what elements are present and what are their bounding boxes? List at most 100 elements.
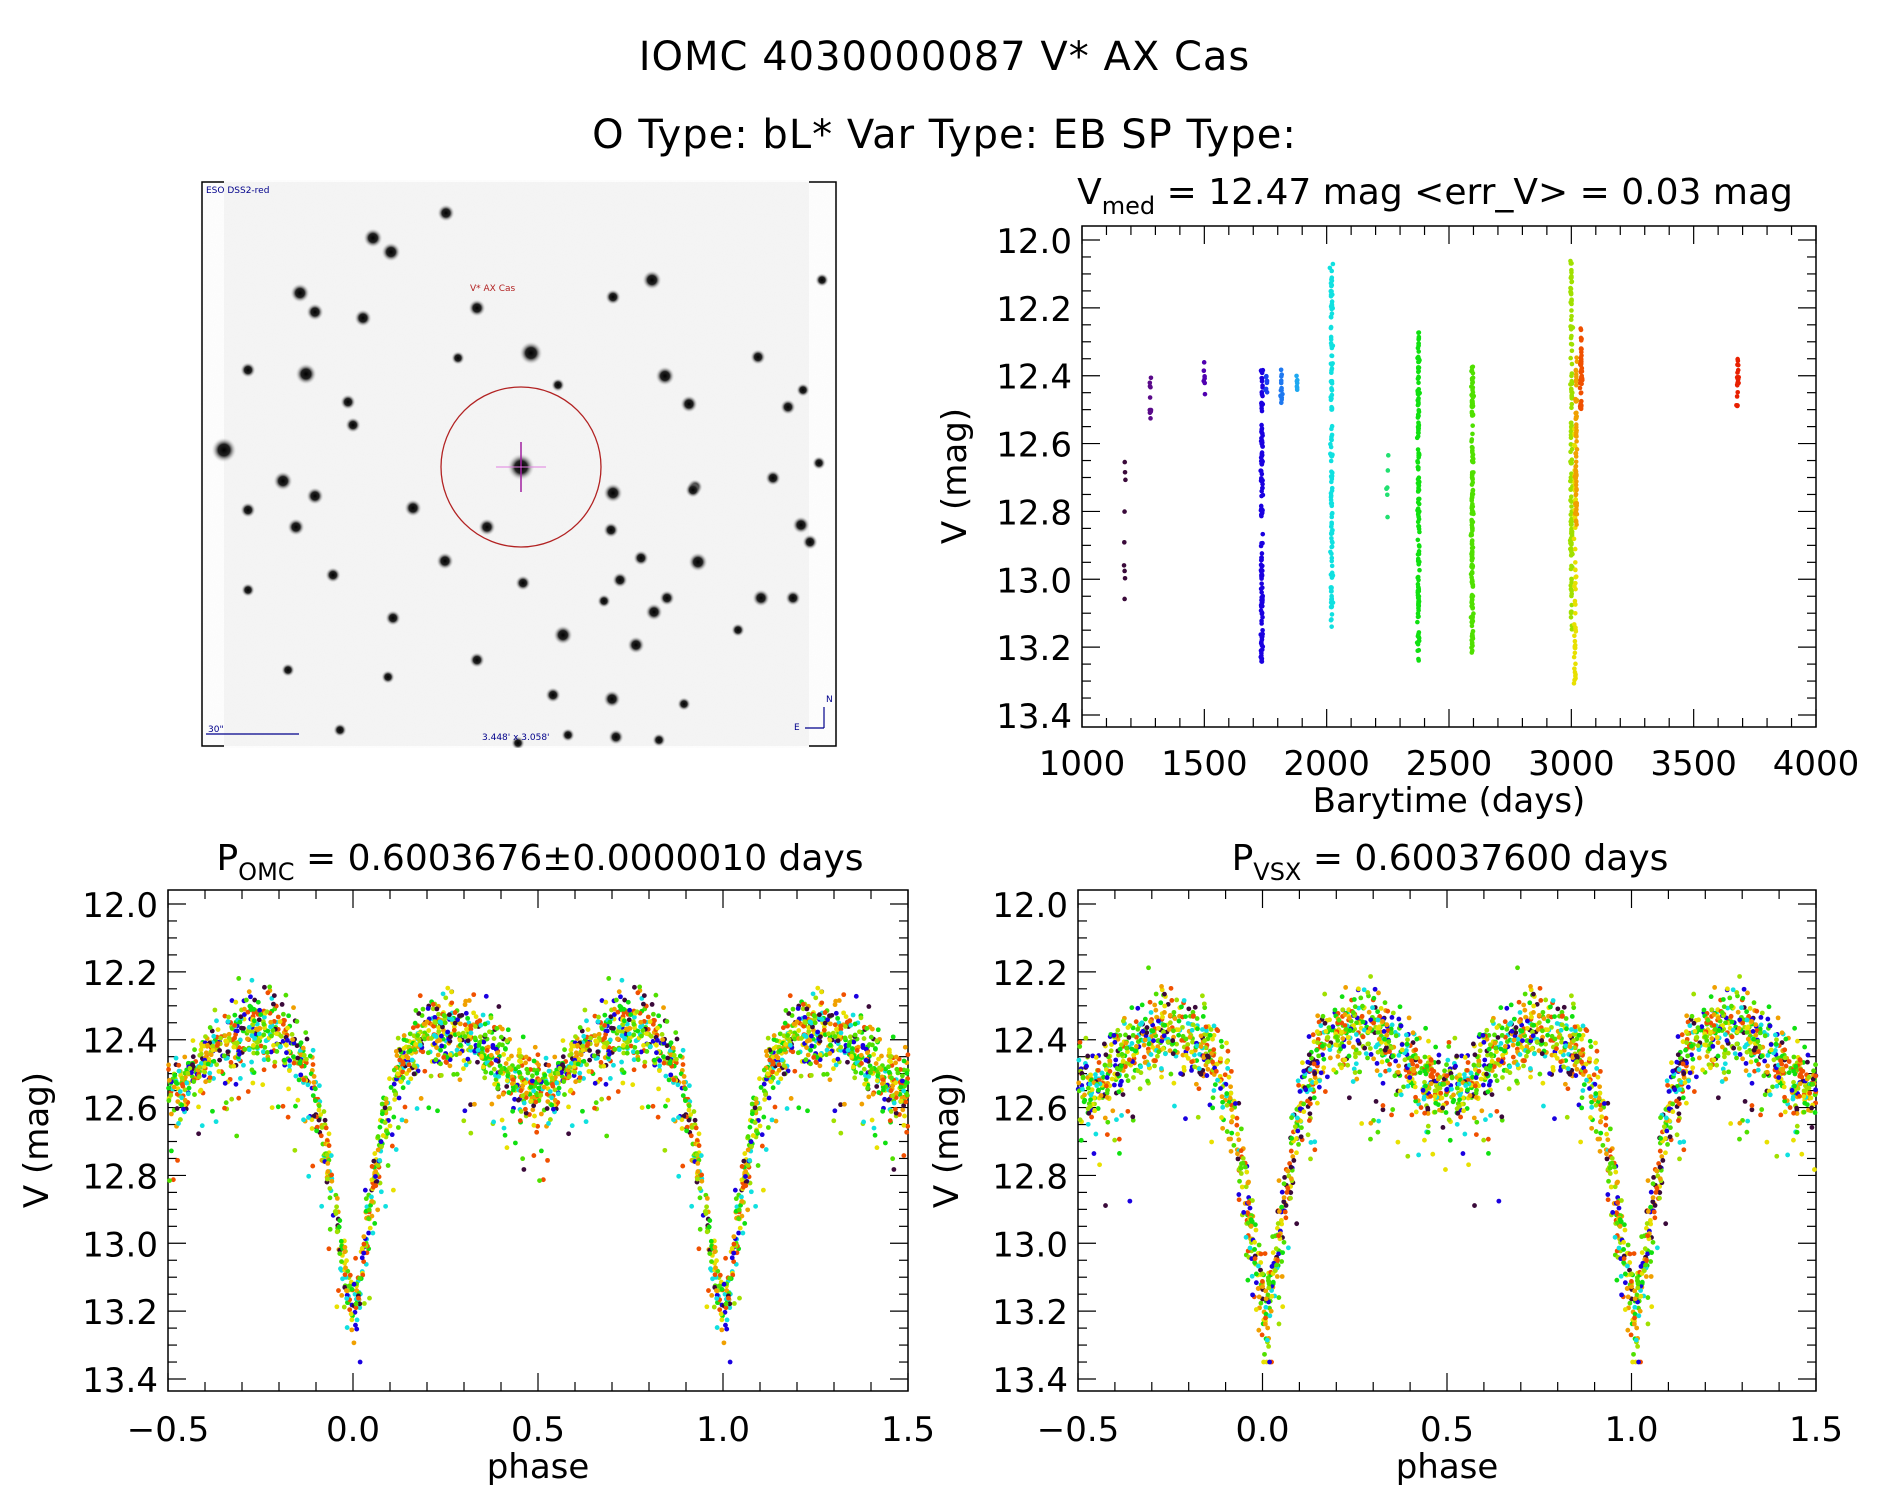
- data-point: [865, 1085, 871, 1091]
- data-point: [383, 1128, 389, 1134]
- data-point: [898, 1067, 903, 1072]
- data-point: [390, 1187, 396, 1193]
- data-point: [1689, 1013, 1695, 1019]
- data-point: [742, 1220, 748, 1226]
- data-point: [654, 1050, 659, 1056]
- data-point: [336, 1224, 342, 1230]
- data-point: [452, 1020, 458, 1026]
- data-point: [786, 1011, 792, 1016]
- data-point: [325, 1161, 331, 1166]
- data-point: [670, 1045, 676, 1051]
- data-point: [498, 1070, 503, 1075]
- data-point: [573, 1034, 578, 1039]
- data-point: [557, 1065, 563, 1071]
- y-tick-label: 12.0: [996, 222, 1072, 262]
- data-point: [484, 1048, 490, 1053]
- data-point: [264, 1009, 270, 1015]
- data-point: [349, 1317, 355, 1323]
- data-point: [1416, 465, 1421, 470]
- data-point: [870, 1091, 876, 1097]
- data-point: [644, 1031, 649, 1037]
- data-point: [1329, 624, 1334, 629]
- data-point: [739, 1198, 745, 1204]
- data-point: [1290, 1154, 1296, 1159]
- data-point: [824, 1047, 830, 1053]
- data-point: [378, 1139, 384, 1145]
- data-point: [753, 1203, 759, 1209]
- data-point: [1120, 1092, 1126, 1098]
- data-point: [190, 1054, 196, 1060]
- data-point: [1569, 577, 1574, 582]
- data-point: [833, 1010, 839, 1016]
- data-point: [595, 1019, 601, 1024]
- data-point: [1569, 301, 1574, 307]
- data-point: [449, 1017, 455, 1022]
- data-point: [761, 1067, 767, 1073]
- data-point: [665, 1097, 671, 1103]
- data-point: [721, 1281, 727, 1287]
- data-point: [516, 1069, 522, 1075]
- data-point: [1579, 336, 1584, 342]
- data-point: [531, 1088, 537, 1094]
- data-point: [354, 1326, 360, 1332]
- data-point: [368, 1202, 373, 1208]
- data-point: [890, 1093, 896, 1099]
- data-point: [1569, 531, 1575, 536]
- data-point: [1545, 1032, 1551, 1038]
- data-point: [1792, 1025, 1798, 1031]
- data-point: [433, 1034, 439, 1039]
- field-star: [240, 362, 256, 378]
- data-point: [422, 1068, 428, 1074]
- data-point: [615, 1009, 621, 1015]
- data-point: [733, 1196, 739, 1202]
- data-point: [768, 1079, 774, 1085]
- data-point: [395, 1035, 401, 1041]
- data-point: [468, 1130, 474, 1136]
- data-point: [502, 1046, 508, 1051]
- data-point: [432, 1014, 438, 1020]
- data-point: [802, 1019, 808, 1025]
- data-point: [311, 1074, 317, 1079]
- data-point: [803, 1057, 809, 1063]
- data-point: [1621, 1222, 1627, 1228]
- data-point: [261, 1014, 267, 1020]
- data-point: [849, 1046, 855, 1051]
- data-point: [683, 1098, 688, 1104]
- data-point: [1258, 475, 1264, 481]
- data-point: [436, 1011, 441, 1017]
- data-point: [691, 1109, 697, 1114]
- data-point: [225, 1019, 231, 1024]
- data-point: [681, 1080, 687, 1085]
- data-point: [692, 1117, 698, 1123]
- data-point: [1185, 1042, 1191, 1047]
- data-point: [754, 1100, 760, 1106]
- data-point: [1320, 1013, 1326, 1019]
- data-point: [1569, 627, 1575, 632]
- data-point: [1329, 343, 1334, 348]
- data-point: [723, 1255, 728, 1261]
- data-point: [271, 993, 277, 998]
- data-point: [434, 1038, 440, 1044]
- data-point: [739, 1213, 745, 1219]
- data-point: [487, 1029, 492, 1035]
- data-point: [353, 1322, 358, 1328]
- data-point: [817, 1052, 823, 1058]
- data-point: [1288, 1148, 1294, 1154]
- data-point: [401, 1037, 407, 1042]
- data-point: [203, 1079, 209, 1085]
- data-point: [1259, 572, 1265, 578]
- data-point: [520, 1093, 526, 1099]
- data-point: [619, 977, 625, 983]
- data-point: [862, 1081, 867, 1087]
- data-point: [1574, 374, 1579, 380]
- data-point: [875, 1073, 881, 1079]
- data-point: [850, 1012, 856, 1018]
- data-point: [210, 1108, 215, 1114]
- data-point: [425, 1050, 431, 1056]
- y-tick-label: 13.0: [992, 1225, 1068, 1265]
- data-point: [803, 1034, 809, 1039]
- data-point: [1559, 1039, 1564, 1045]
- data-point: [480, 1012, 486, 1018]
- data-point: [621, 1042, 626, 1048]
- data-point: [192, 1092, 197, 1097]
